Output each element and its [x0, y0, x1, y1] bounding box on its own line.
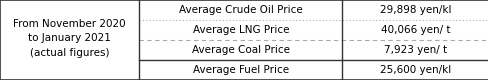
Text: 29,898 yen/kl: 29,898 yen/kl: [379, 5, 450, 15]
Text: Average LNG Price: Average LNG Price: [192, 25, 288, 35]
Text: From November 2020
to January 2021
(actual figures): From November 2020 to January 2021 (actu…: [13, 19, 126, 58]
Text: 7,923 yen/ t: 7,923 yen/ t: [383, 45, 447, 55]
Text: 40,066 yen/ t: 40,066 yen/ t: [380, 25, 449, 35]
Text: Average Fuel Price: Average Fuel Price: [192, 65, 288, 75]
Text: 25,600 yen/kl: 25,600 yen/kl: [379, 65, 450, 75]
Text: Average Crude Oil Price: Average Crude Oil Price: [179, 5, 302, 15]
Bar: [0, 0, 139, 80]
Text: Average Coal Price: Average Coal Price: [191, 45, 289, 55]
